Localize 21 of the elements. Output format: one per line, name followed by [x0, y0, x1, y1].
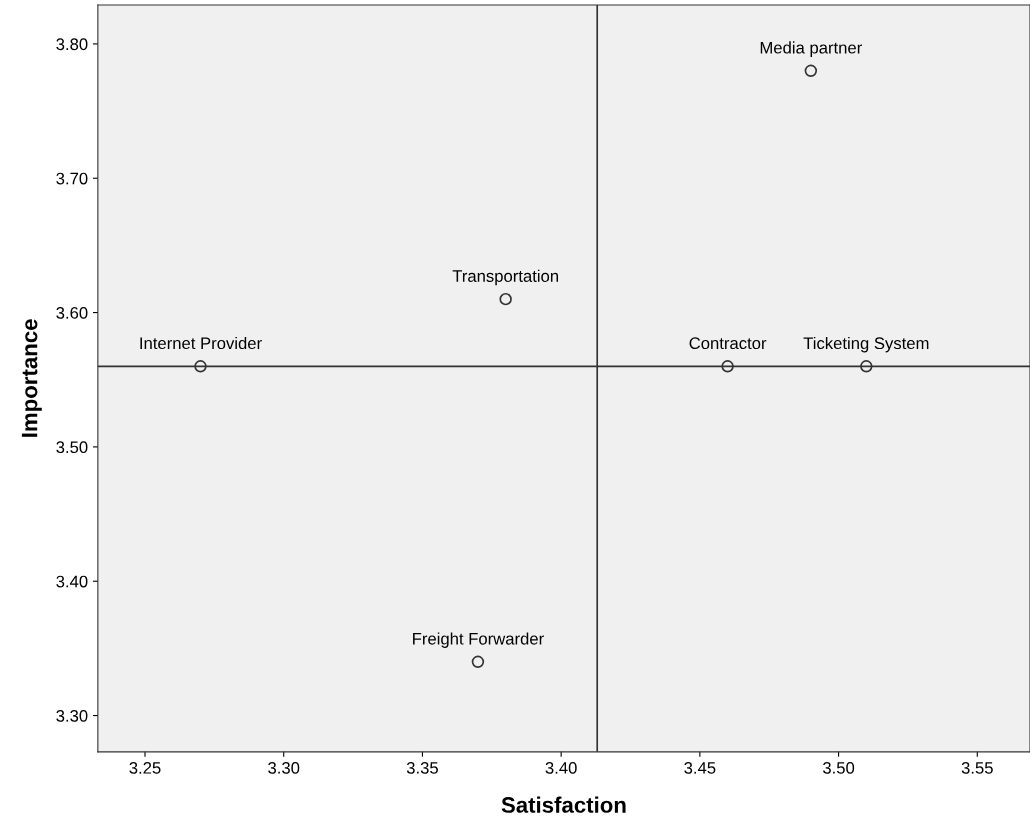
- x-tick-label: 3.45: [684, 761, 716, 774]
- x-tick-label: 3.25: [129, 761, 161, 774]
- x-tick-label: 3.55: [961, 761, 993, 774]
- y-tick-label: 3.60: [56, 306, 88, 319]
- x-tick-label: 3.50: [822, 761, 855, 774]
- annotation: Contractor: [689, 337, 767, 350]
- x-tick-label: 3.30: [268, 761, 300, 774]
- y-tick-label: 3.30: [56, 709, 88, 722]
- y-tick-label: 3.50: [56, 441, 88, 454]
- y-tick-label: 3.40: [56, 575, 88, 588]
- annotation: Transportation: [452, 269, 559, 286]
- annotation: Internet Provider: [140, 336, 262, 350]
- annotation: Ticketing System: [803, 336, 929, 353]
- x-tick-label: 3.35: [406, 761, 438, 774]
- y-tick-label: 3.70: [56, 172, 88, 185]
- y-tick-label: 3.80: [56, 38, 88, 51]
- x-tick-label: 3.40: [545, 761, 577, 774]
- annotation: Media partner: [760, 41, 862, 57]
- annotation: Freight Forwarder: [413, 632, 544, 648]
- x-axis-title: Satisfaction: [501, 796, 626, 813]
- y-axis-title: Importance: [21, 319, 42, 437]
